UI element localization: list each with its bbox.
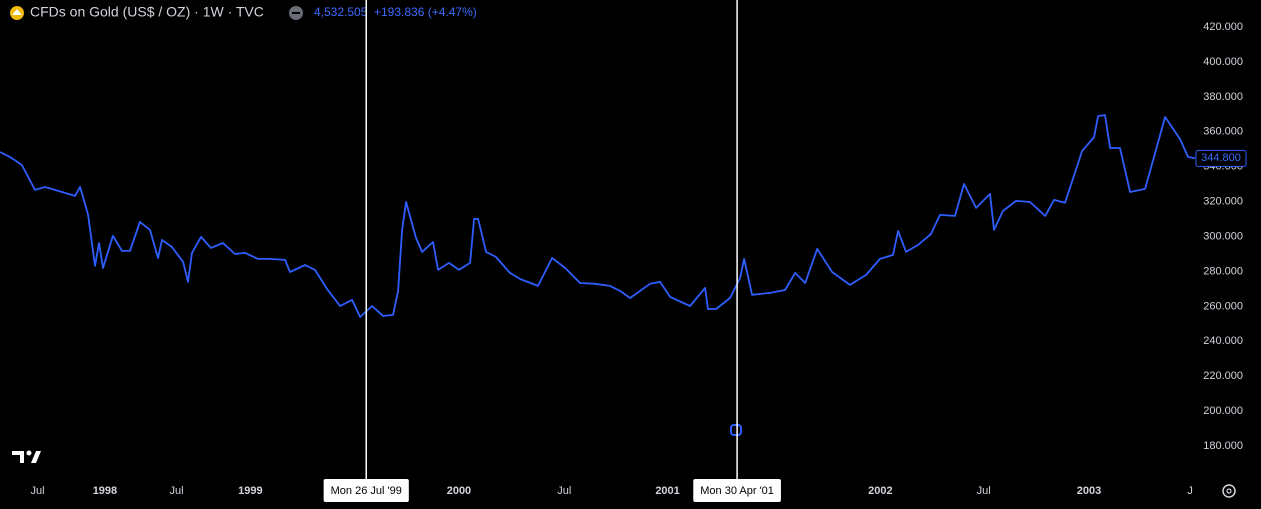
collapse-glyph (292, 12, 300, 14)
x-tick-label: 2002 (868, 485, 892, 497)
y-tick-label: 420.000 (1203, 21, 1243, 33)
crosshair-label-box (693, 479, 781, 502)
logo-part (12, 451, 24, 463)
y-tick-label: 320.000 (1203, 196, 1243, 208)
y-tick-label: 400.000 (1203, 56, 1243, 68)
last-price-box (1195, 149, 1247, 167)
crosshair-label-text: Mon 26 Jul '99 (331, 485, 402, 497)
y-tick-label: 240.000 (1203, 335, 1243, 347)
x-tick-label: J (1187, 485, 1193, 497)
x-tick-label: Jul (170, 485, 184, 497)
last-price-label: 344.800 (1201, 152, 1241, 164)
tv-logo[interactable] (12, 450, 41, 464)
settings-gear-center (1226, 488, 1232, 494)
y-tick-label: 260.000 (1203, 300, 1243, 312)
y-tick-label: 280.000 (1203, 265, 1243, 277)
price: 4,532.505 (314, 5, 368, 19)
x-tick-label: Jul (977, 485, 991, 497)
cursor-handle[interactable] (730, 424, 742, 436)
logo-part (26, 450, 32, 456)
x-tick-label: Jul (30, 485, 44, 497)
x-tick-label: Jul (557, 485, 571, 497)
x-tick-label: 1999 (238, 485, 262, 497)
y-tick-label: 220.000 (1203, 370, 1243, 382)
crosshair-label: Mon 26 Jul '99 (323, 479, 409, 502)
y-tick-label: 360.000 (1203, 126, 1243, 138)
y-tick-label: 200.000 (1203, 405, 1243, 417)
price-change: +193.836 (+4.47%) (374, 5, 477, 19)
crosshair-label: Mon 30 Apr '01 (693, 479, 781, 502)
x-tick-label: 1998 (93, 485, 117, 497)
x-tick-label: 2000 (447, 485, 471, 497)
symbol-icon-glyph (12, 9, 22, 15)
logo-part (31, 451, 41, 463)
x-tick-label: 2001 (655, 485, 679, 497)
y-tick-label: 300.000 (1203, 230, 1243, 242)
settings-button[interactable] (1222, 484, 1236, 498)
x-tick-label: 2003 (1077, 485, 1101, 497)
crosshair-label-box (323, 479, 409, 502)
crosshair-label-text: Mon 30 Apr '01 (700, 485, 774, 497)
settings-gear (1222, 484, 1236, 498)
chart-title[interactable]: CFDs on Gold (US$ / OZ) · 1W · TVC (30, 4, 264, 20)
y-tick-label: 180.000 (1203, 440, 1243, 452)
price-line (0, 114, 1196, 318)
y-tick-label: 380.000 (1203, 91, 1243, 103)
